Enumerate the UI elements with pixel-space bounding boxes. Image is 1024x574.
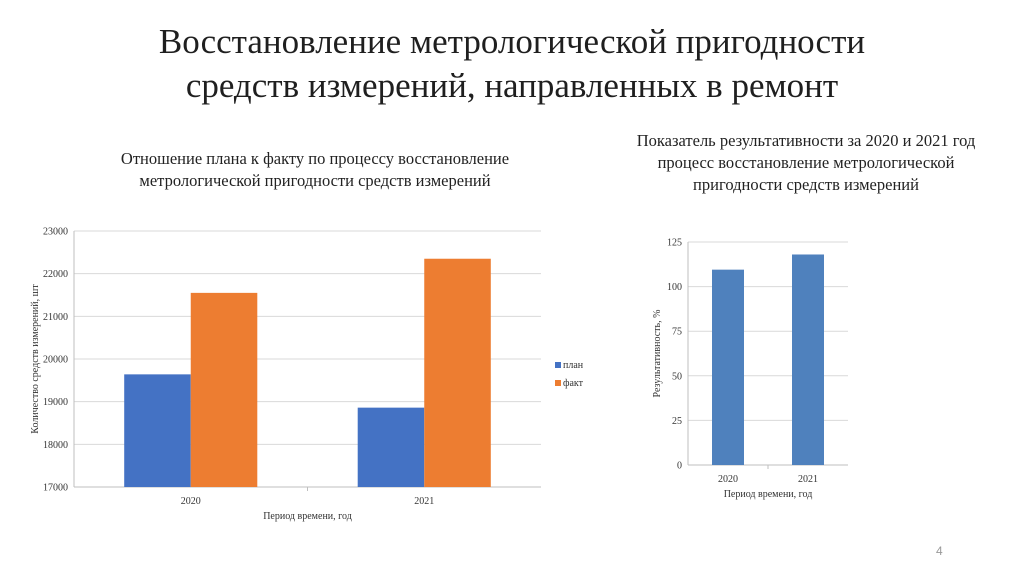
slide-title: Восстановление метрологической пригоднос… [0,20,1024,108]
y-tick-label: 21000 [43,312,68,323]
x-tick-label: 2021 [414,496,434,507]
chart2-title: Показатель результативности за 2020 и 20… [636,131,976,194]
chart1-title: Отношение плана к факту по процессу восс… [120,149,510,190]
y-tick-label: 22000 [43,269,68,280]
legend-label-план: план [563,360,584,371]
slide-title-line2: средств измерений, направленных в ремонт [185,66,839,105]
legend-label-факт: факт [563,378,584,389]
y-tick-label: 20000 [43,355,68,366]
legend-swatch-план [555,362,561,368]
y-tick-label: 23000 [43,227,68,238]
x-tick-label: 2020 [181,496,201,507]
y-tick-label: 18000 [43,440,68,451]
y-axis-label: Количество средств измерений, шт [30,284,41,434]
y-tick-label: 19000 [43,397,68,408]
bar-план-2020 [124,374,191,487]
bar-план-2021 [357,407,425,487]
bar-факт-2020 [190,292,258,487]
bar-факт-2021 [424,258,491,487]
x-axis-label: Период времени, год [263,511,352,522]
slide-title-line1: Восстановление метрологической пригоднос… [158,22,866,61]
y-tick-label: 17000 [43,483,68,494]
legend-swatch-факт [555,380,561,386]
page-number: 4 [936,544,943,558]
